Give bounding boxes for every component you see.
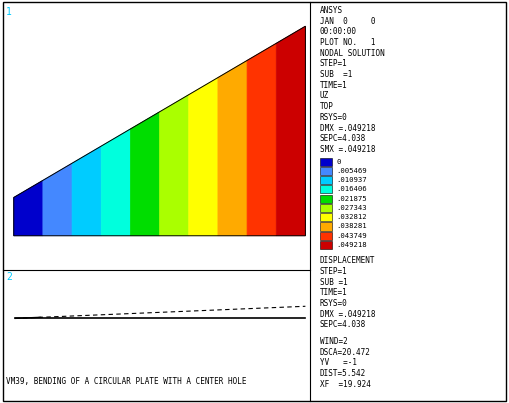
Text: SEPC=4.038: SEPC=4.038: [320, 320, 366, 329]
Text: JAN  0     0: JAN 0 0: [320, 17, 375, 26]
Text: 0: 0: [336, 159, 341, 164]
Bar: [320, 204, 332, 212]
Text: 2: 2: [6, 272, 12, 282]
Polygon shape: [72, 146, 101, 236]
Text: RSYS=0: RSYS=0: [320, 299, 348, 308]
Text: STEP=1: STEP=1: [320, 59, 348, 69]
Text: .010937: .010937: [336, 177, 367, 183]
Text: NODAL SOLUTION: NODAL SOLUTION: [320, 49, 384, 58]
Bar: [320, 222, 332, 231]
Text: ANSYS: ANSYS: [320, 6, 343, 15]
Polygon shape: [130, 112, 160, 236]
Polygon shape: [189, 77, 218, 236]
Bar: [320, 232, 332, 240]
Text: .049218: .049218: [336, 242, 367, 248]
Polygon shape: [247, 43, 276, 236]
Text: TIME=1: TIME=1: [320, 288, 348, 297]
Text: .038281: .038281: [336, 224, 367, 229]
Text: SEPC=4.038: SEPC=4.038: [320, 134, 366, 143]
Bar: [320, 241, 332, 249]
Text: .021875: .021875: [336, 196, 367, 202]
Bar: [320, 195, 332, 203]
Text: RSYS=0: RSYS=0: [320, 113, 348, 122]
Polygon shape: [276, 26, 305, 236]
Text: .027343: .027343: [336, 205, 367, 211]
Text: .043749: .043749: [336, 233, 367, 239]
Text: PLOT NO.   1: PLOT NO. 1: [320, 38, 375, 47]
Text: DISPLACEMENT: DISPLACEMENT: [320, 256, 375, 265]
Text: SUB  =1: SUB =1: [320, 70, 352, 79]
Bar: [320, 213, 332, 221]
Text: DMX =.049218: DMX =.049218: [320, 310, 375, 319]
Text: SMX =.049218: SMX =.049218: [320, 145, 375, 154]
Bar: [320, 158, 332, 166]
Bar: [320, 185, 332, 193]
Text: YV   =-1: YV =-1: [320, 358, 357, 368]
Bar: [320, 176, 332, 184]
Text: TIME=1: TIME=1: [320, 81, 348, 90]
Polygon shape: [43, 163, 72, 236]
Text: UZ: UZ: [320, 91, 329, 100]
Text: .016406: .016406: [336, 187, 367, 192]
Polygon shape: [218, 60, 247, 236]
Text: SUB =1: SUB =1: [320, 278, 348, 287]
Text: 1: 1: [6, 7, 12, 17]
Text: TOP: TOP: [320, 102, 333, 111]
Text: STEP=1: STEP=1: [320, 267, 348, 276]
Text: DMX =.049218: DMX =.049218: [320, 123, 375, 133]
Bar: [320, 167, 332, 175]
Text: .032812: .032812: [336, 214, 367, 220]
Text: WIND=2: WIND=2: [320, 337, 348, 346]
Polygon shape: [101, 129, 130, 236]
Text: DSCA=20.472: DSCA=20.472: [320, 348, 371, 357]
Text: XF  =19.924: XF =19.924: [320, 380, 371, 389]
Text: VM39, BENDING OF A CIRCULAR PLATE WITH A CENTER HOLE: VM39, BENDING OF A CIRCULAR PLATE WITH A…: [6, 377, 246, 386]
Text: .005469: .005469: [336, 168, 367, 174]
Polygon shape: [160, 95, 189, 236]
Text: 00:00:00: 00:00:00: [320, 27, 357, 36]
Text: DIST=5.542: DIST=5.542: [320, 369, 366, 378]
Polygon shape: [14, 181, 43, 236]
